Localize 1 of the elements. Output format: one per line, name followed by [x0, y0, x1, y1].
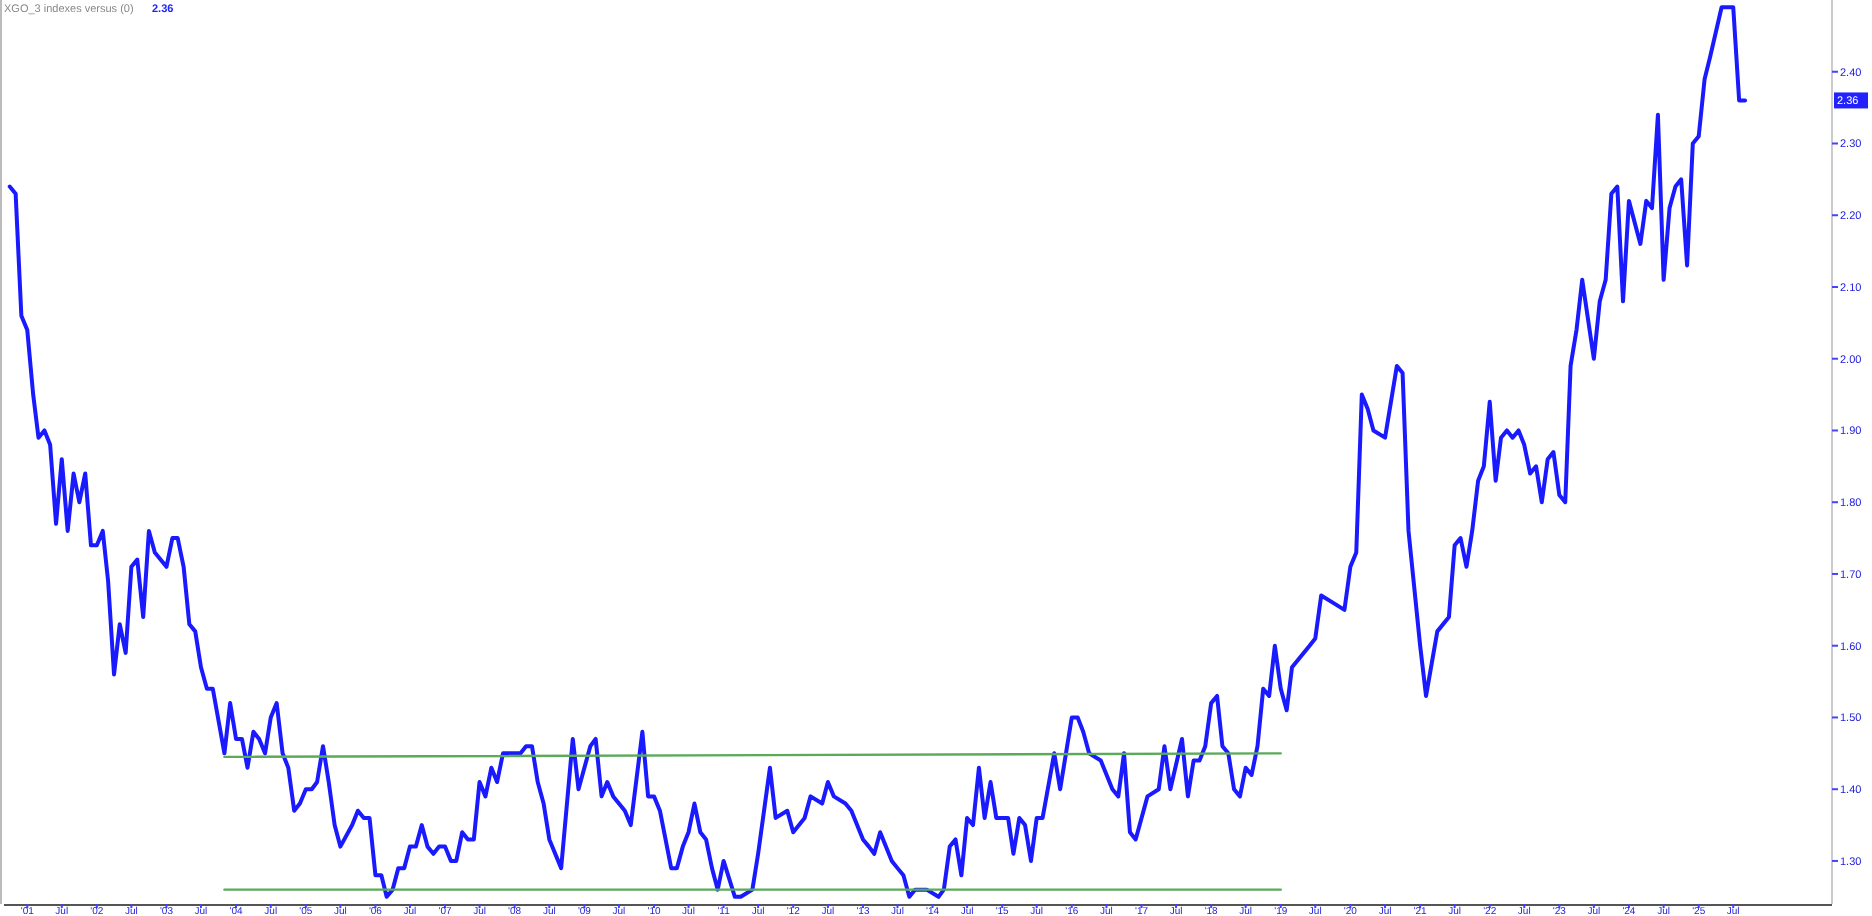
line-series	[7, 5, 1748, 899]
